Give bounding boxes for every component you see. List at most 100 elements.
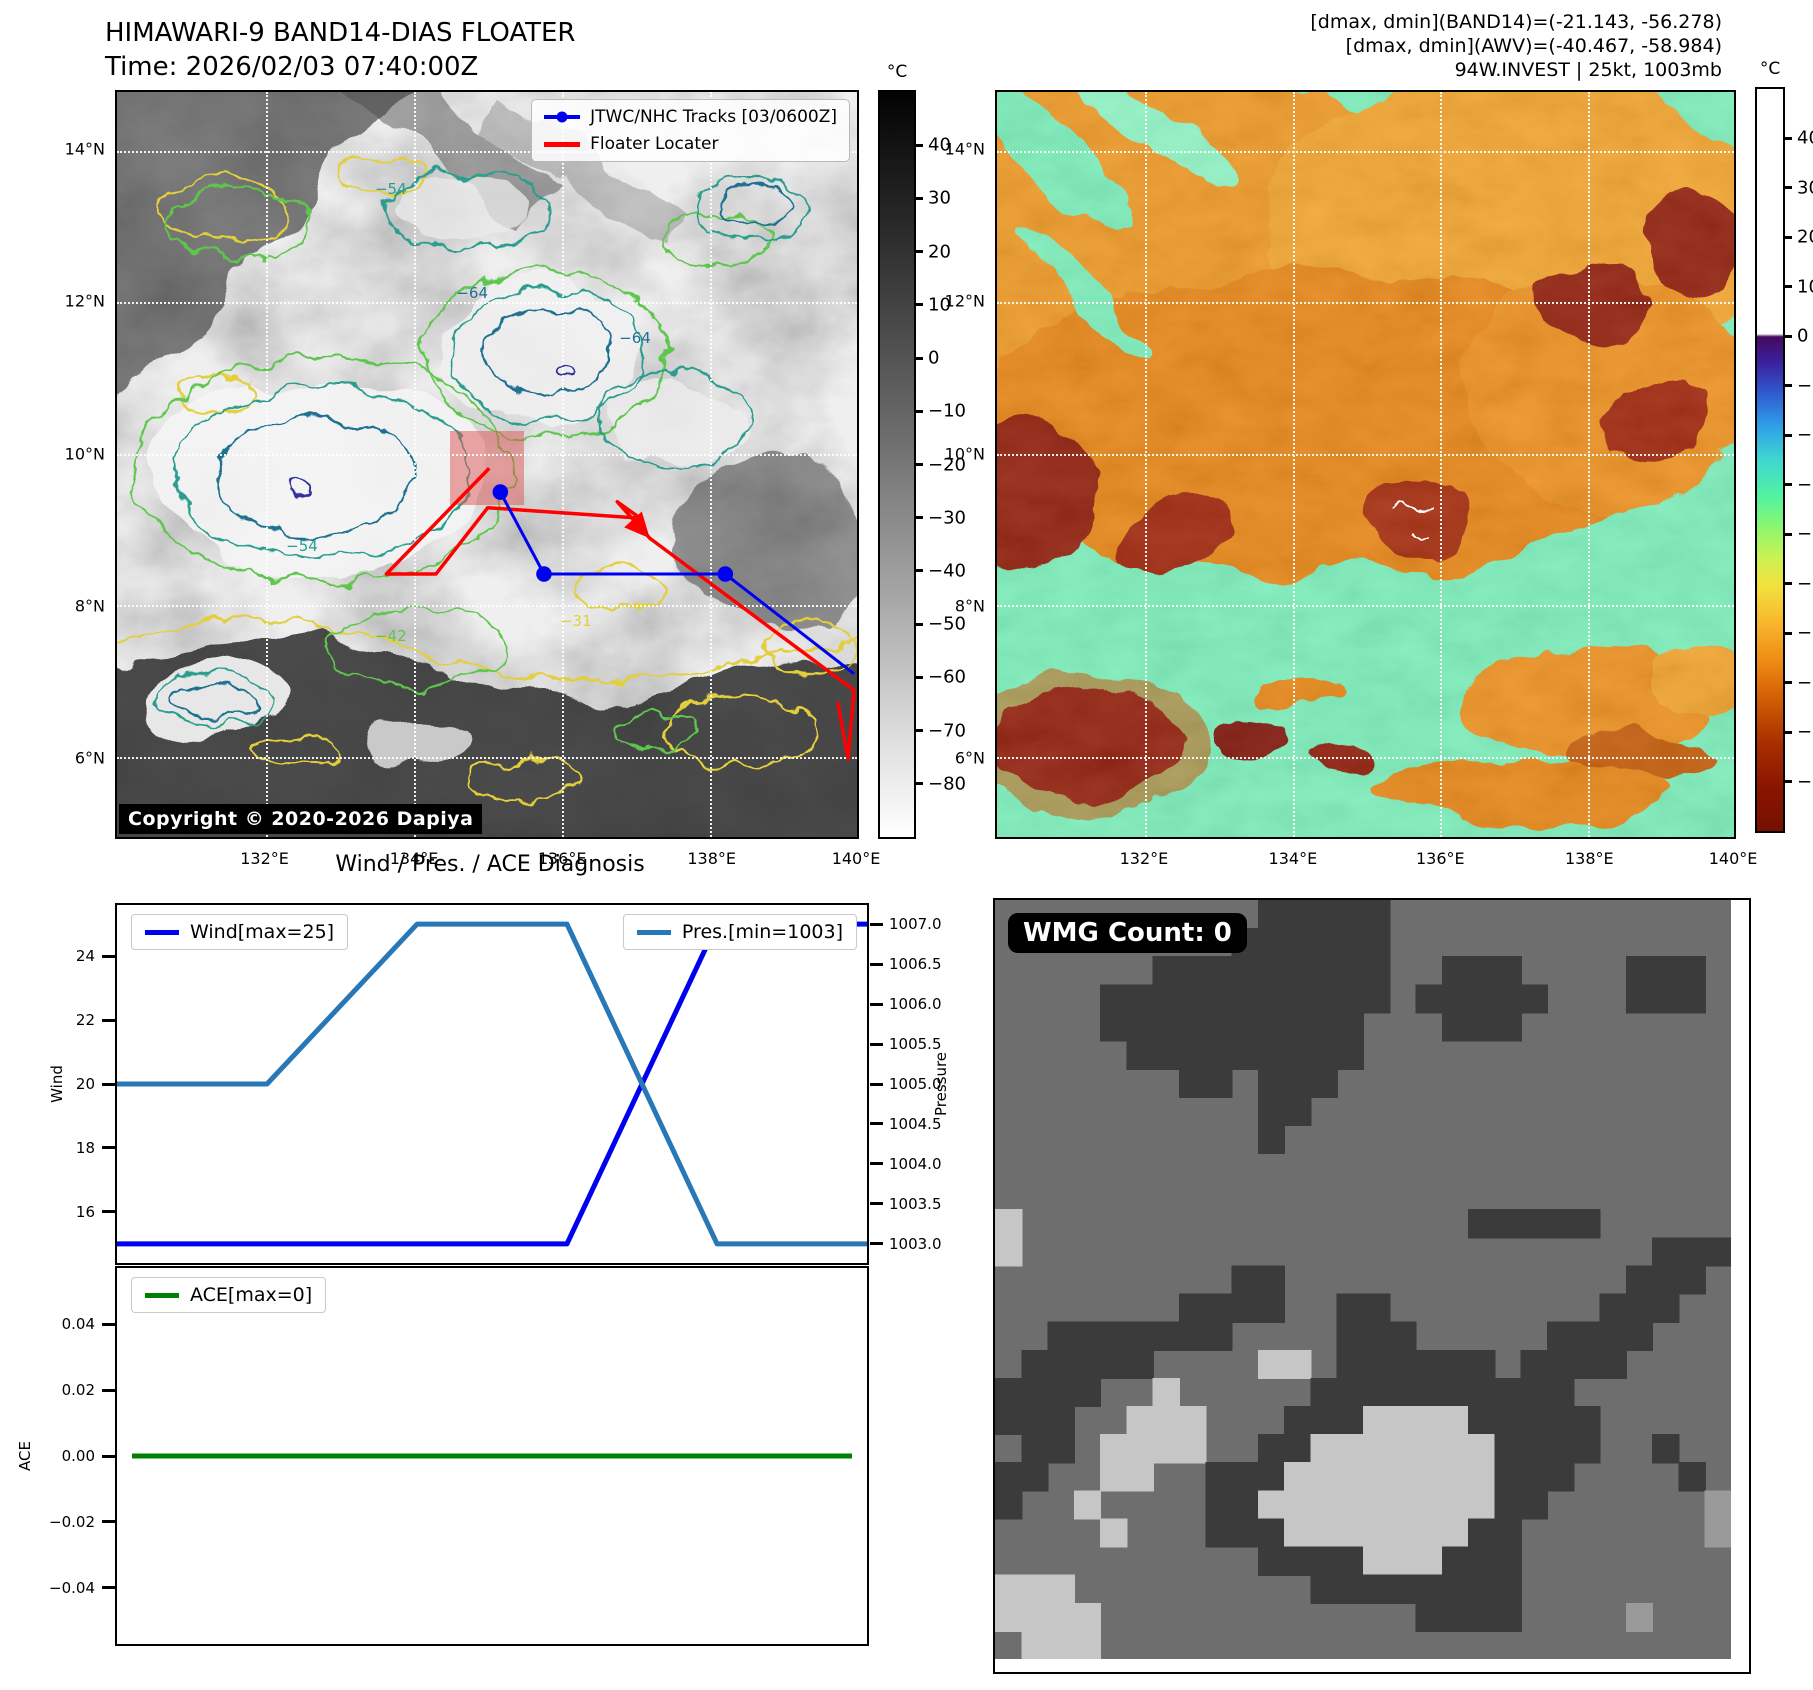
colorbar-tick-mark <box>1783 532 1792 536</box>
wmg-cell <box>1494 1377 1522 1408</box>
wmg-cell <box>1284 1546 1312 1576</box>
wmg-cell <box>1284 1518 1312 1548</box>
colorbar-tick-label: 0 <box>1797 325 1809 347</box>
wmg-cell <box>1310 928 1338 958</box>
axis-label: Pressure <box>932 1051 950 1117</box>
wmg-cell <box>1336 928 1365 958</box>
wmg-cell <box>1336 1349 1365 1380</box>
wmg-cell <box>1468 1518 1496 1548</box>
wmg-cell <box>1652 984 1680 1014</box>
gridline-parallel <box>117 605 857 608</box>
axis-tick-label: 1003.5 <box>889 1194 942 1213</box>
page-title: HIMAWARI-9 BAND14-DIAS FLOATER <box>105 18 576 48</box>
wmg-cell <box>1152 1377 1181 1408</box>
wmg-cell <box>1126 984 1154 1014</box>
axis-label: ACE <box>16 1441 34 1471</box>
axis-tick-label: 24 <box>75 947 95 966</box>
wmg-cell <box>1310 1518 1338 1548</box>
wmg-cell <box>1520 1406 1549 1436</box>
wmg-cell <box>1284 1012 1312 1042</box>
wmg-cell <box>1126 1406 1154 1436</box>
jtwc-nhc-track <box>500 492 854 674</box>
legend-item-jtwc: JTWC/NHC Tracks [03/0600Z] <box>544 107 837 127</box>
wmg-cell <box>1441 1349 1470 1380</box>
colorbar-unit-label: °C <box>1759 59 1781 79</box>
wmg-cell <box>1257 1349 1286 1380</box>
wmg-cell <box>1336 1012 1365 1042</box>
colorbar-tick-mark <box>914 196 923 200</box>
wmg-cell <box>1179 1012 1207 1042</box>
wmg-cell <box>1336 1518 1365 1548</box>
longitude-tick-label: 140°E <box>1708 849 1758 868</box>
axis-tick-mark <box>101 954 115 958</box>
axis-tick-mark <box>869 1002 883 1006</box>
wmg-cell <box>1441 1490 1470 1520</box>
wmg-cell <box>1179 1068 1207 1098</box>
colorbar-tick-label: −90 <box>1797 771 1813 793</box>
wmg-cell <box>1205 1012 1233 1042</box>
wmg-cell <box>1021 1406 1049 1436</box>
axis-tick-mark <box>101 1388 115 1392</box>
wmg-cell <box>1021 1377 1049 1408</box>
wmg-cell <box>1494 1518 1522 1548</box>
axis-tick-label: −0.02 <box>49 1512 95 1531</box>
contour-value-label: −54 <box>286 537 318 556</box>
wmg-cell <box>1441 1462 1470 1492</box>
colorbar-tick-mark <box>1783 780 1792 784</box>
wmg-cell <box>1021 1349 1049 1380</box>
jtwc-track-point <box>536 566 552 582</box>
wmg-cell <box>1152 1012 1181 1042</box>
axis-tick-mark <box>869 922 883 926</box>
wmg-cell <box>1547 1321 1575 1351</box>
wmg-cell <box>1441 956 1470 986</box>
contour-value-label: −31 <box>559 611 592 630</box>
wmg-cell <box>1310 1377 1338 1408</box>
diagnosis-title: Wind / Pres. / ACE Diagnosis <box>335 852 645 877</box>
axis-tick-mark <box>101 1018 115 1022</box>
wmg-cell <box>1415 1574 1443 1604</box>
colorbar-tick-mark <box>914 729 923 733</box>
wmg-cell <box>1257 1434 1286 1464</box>
longitude-tick-label: 134°E <box>389 849 439 868</box>
colorbar-tick-label: −10 <box>928 400 966 422</box>
gridline-parallel <box>997 756 1734 759</box>
latitude-tick-label: 6°N <box>74 748 105 768</box>
latitude-tick-label: 8°N <box>74 596 105 616</box>
wmg-cell <box>1494 1490 1522 1520</box>
axis-tick-label: 16 <box>75 1202 95 1221</box>
wmg-cell <box>1231 1293 1259 1323</box>
colorbar-tick-label: −40 <box>1797 523 1813 545</box>
chart-legend: Pres.[min=1003] <box>622 914 857 950</box>
wmg-cell <box>1468 1490 1496 1520</box>
wmg-cell <box>1257 1518 1286 1548</box>
wmg-cell <box>1100 1462 1128 1492</box>
wmg-cell <box>1652 1265 1680 1295</box>
latitude-tick-label: 14°N <box>944 139 985 159</box>
wmg-cell <box>1100 1349 1128 1380</box>
wmg-cell <box>1257 1546 1286 1576</box>
jtwc-track-point <box>717 566 734 582</box>
wmg-cell <box>1678 1237 1706 1267</box>
wmg-cell <box>1468 1377 1496 1408</box>
axis-tick-label: 1006.5 <box>889 955 942 974</box>
latitude-tick-label: 6°N <box>954 748 985 768</box>
wmg-cell <box>1363 1293 1391 1323</box>
wmg-cell <box>1257 1012 1286 1042</box>
wind-pressure-chart: 16 18 20 22 24 1003.0 1003.5 1004.0 1004.5 1005.0… <box>76 903 942 1265</box>
legend-label-floater: Floater Locater <box>590 134 719 154</box>
wmg-cell <box>1205 1068 1233 1098</box>
wmg-cell <box>1126 1040 1154 1070</box>
wmg-cell <box>1520 1377 1549 1408</box>
wmg-cell <box>1415 1434 1443 1464</box>
axis-tick-label: 20 <box>75 1075 95 1093</box>
wmg-cell <box>1441 1434 1470 1464</box>
wmg-cell <box>995 1602 1023 1633</box>
gridline-meridian <box>710 92 713 837</box>
wmg-cell <box>1073 1630 1102 1659</box>
wmg-cell <box>1441 1377 1470 1408</box>
legend-line-swatch <box>145 929 179 935</box>
gridline-parallel <box>117 302 857 305</box>
series-pres. <box>117 921 867 1247</box>
chart-legend: Wind[max=25] <box>131 914 349 950</box>
legend-label: ACE[max=0] <box>190 1284 313 1306</box>
